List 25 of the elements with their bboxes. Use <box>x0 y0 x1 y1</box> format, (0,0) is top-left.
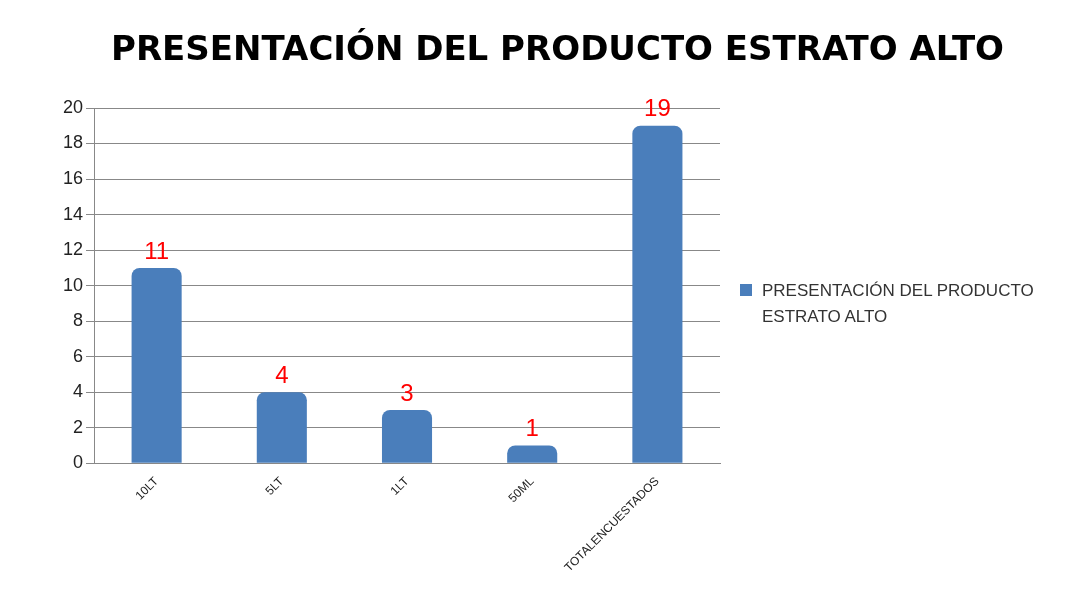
legend-label: PRESENTACIÓN DEL PRODUCTO ESTRATO ALTO <box>762 280 1035 328</box>
y-tick-label: 2 <box>73 416 84 437</box>
data-label: 19 <box>644 94 671 122</box>
y-tick-label: 20 <box>62 96 84 117</box>
bar <box>381 410 433 463</box>
x-tick-label: 5LT <box>262 473 287 498</box>
data-label: 3 <box>400 378 414 406</box>
bar <box>632 125 683 463</box>
y-tick-label: 4 <box>73 381 84 402</box>
x-tick-label: 1LT <box>387 473 412 498</box>
data-label: 1 <box>525 414 539 442</box>
y-tick-label: 8 <box>73 310 84 331</box>
bar <box>131 267 182 463</box>
y-tick-label: 12 <box>62 239 84 260</box>
y-tick-label: 16 <box>62 168 84 189</box>
y-tick-label: 14 <box>62 203 84 224</box>
data-label: 11 <box>144 236 170 264</box>
data-label: 4 <box>275 360 289 388</box>
y-tick-label: 0 <box>73 452 84 473</box>
bar <box>507 445 558 463</box>
chart-title: PRESENTACIÓN DEL PRODUCTO ESTRATO ALTO <box>110 28 1005 70</box>
y-tick-label: 10 <box>62 274 84 295</box>
bar <box>256 392 307 463</box>
y-tick-label: 18 <box>62 132 84 153</box>
y-tick-label: 6 <box>73 345 84 366</box>
